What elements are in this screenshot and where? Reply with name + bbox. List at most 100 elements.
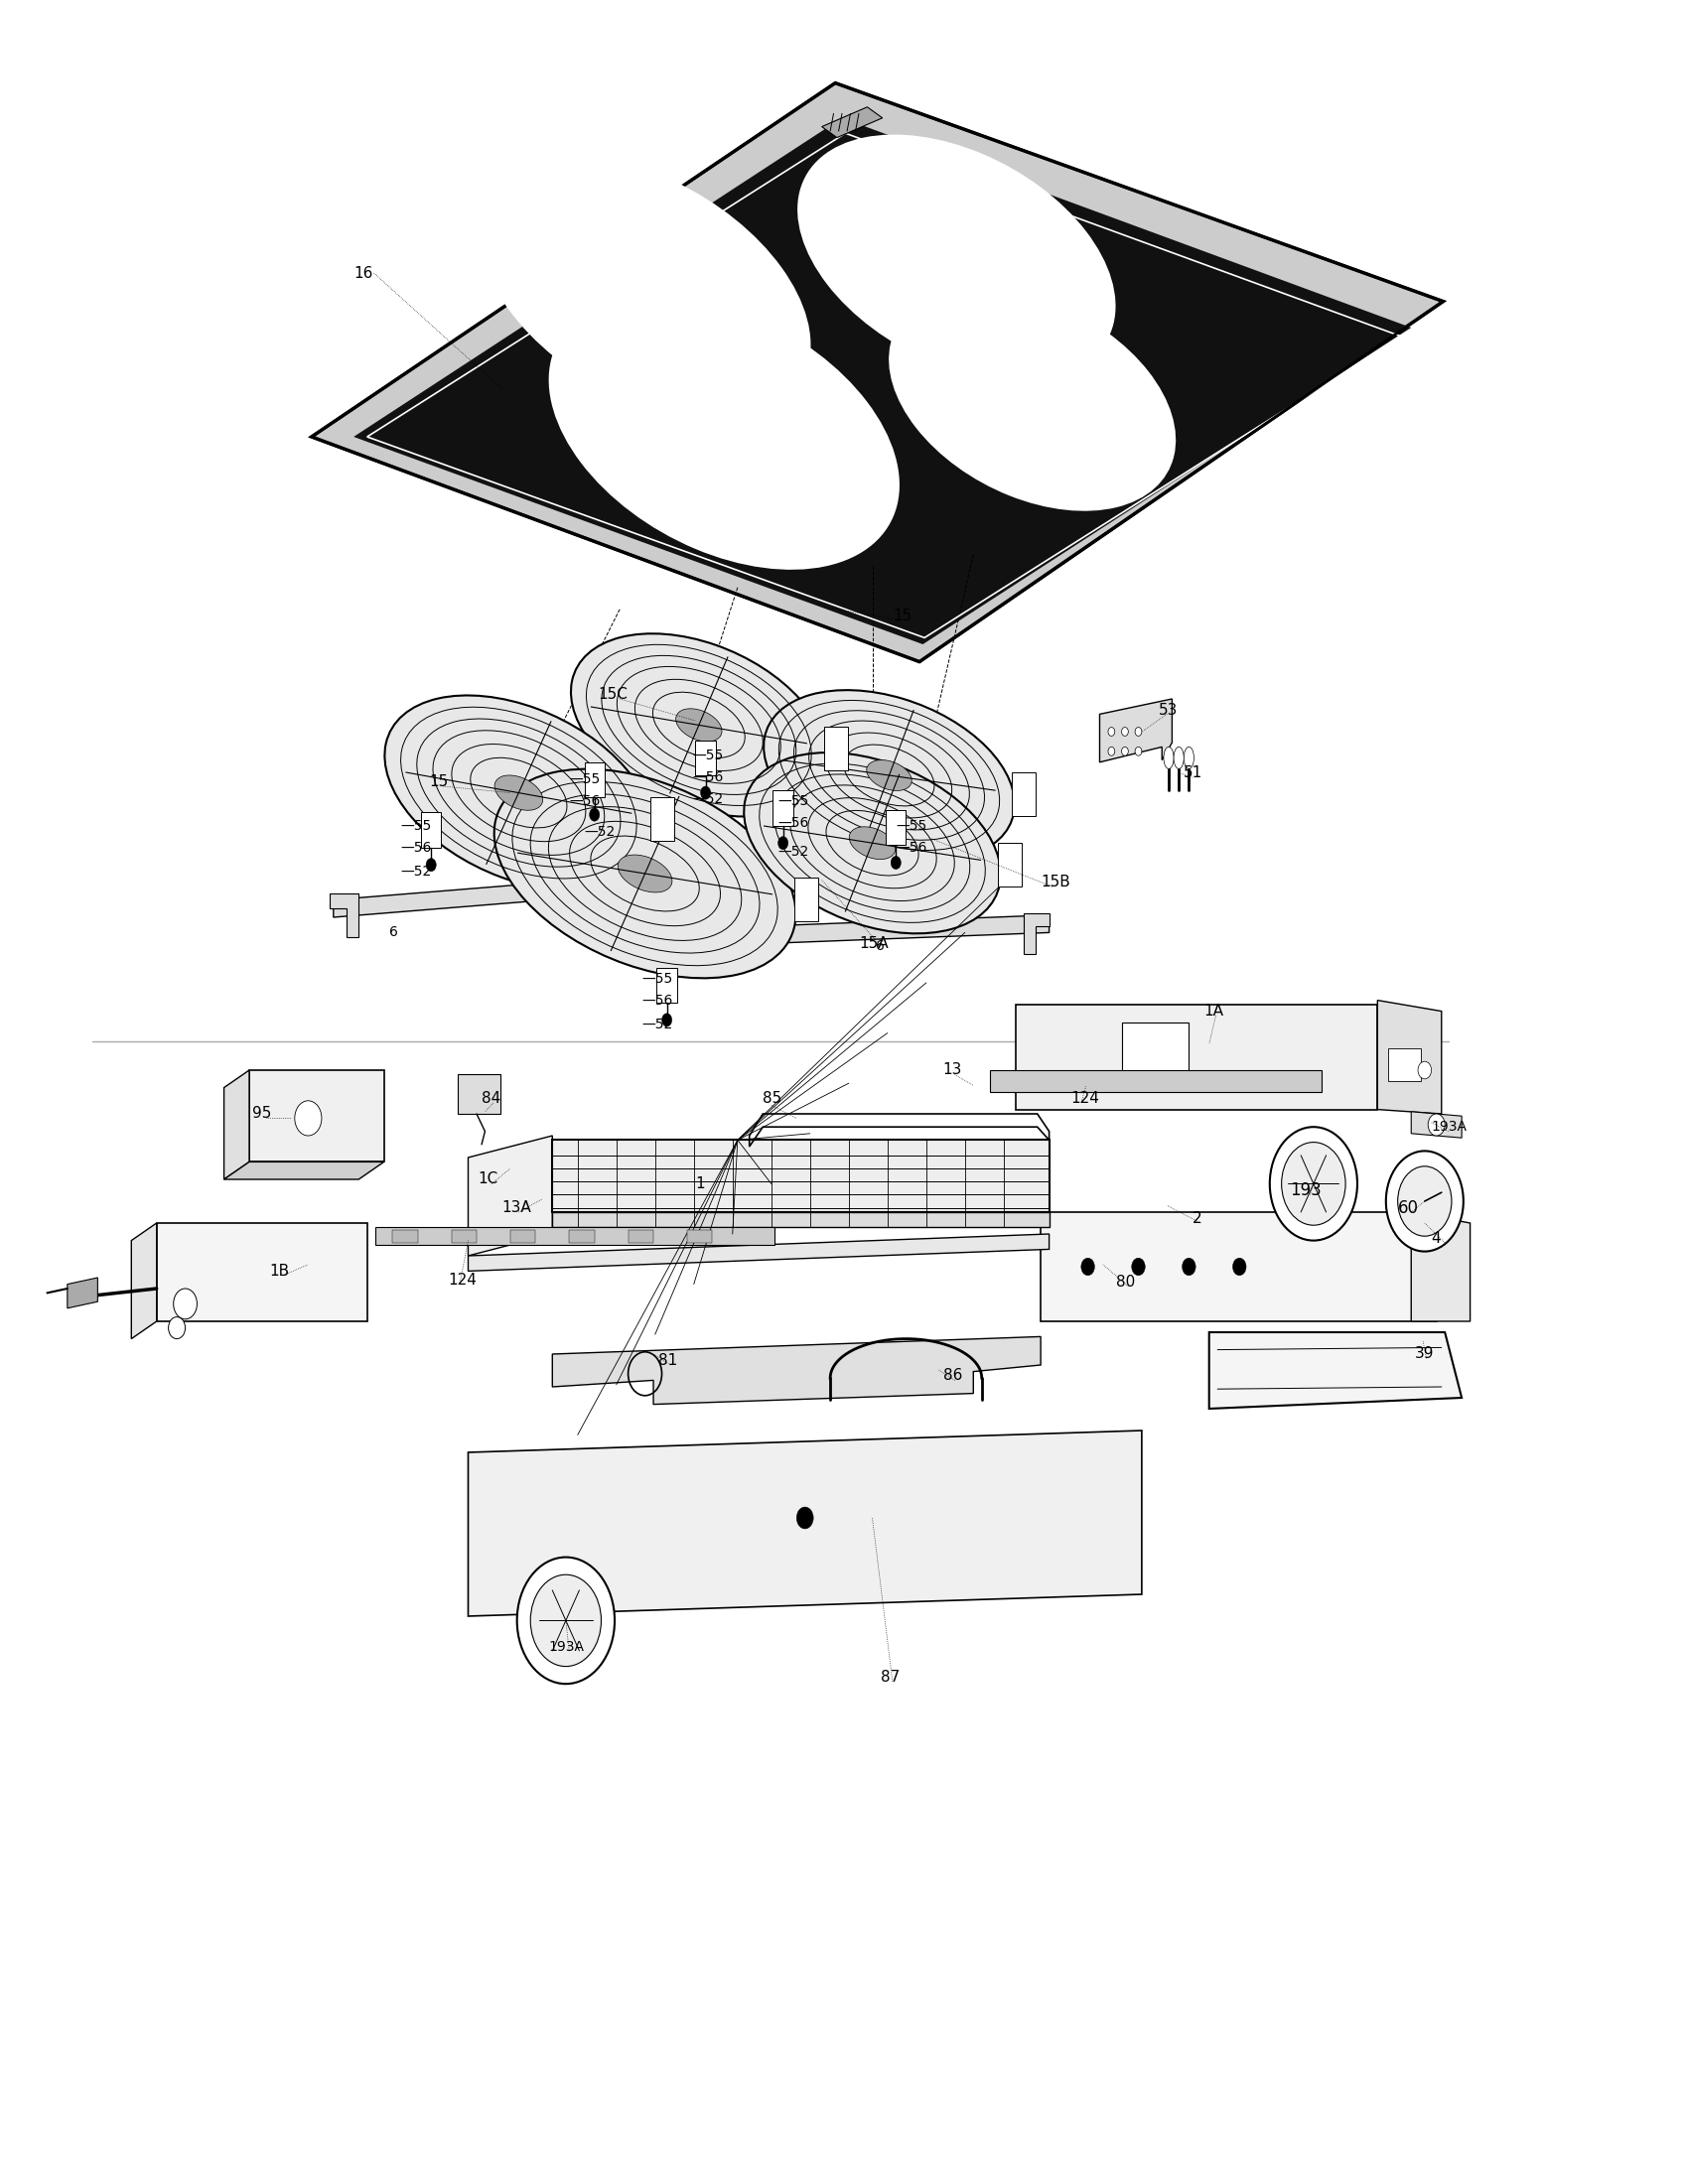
Text: —52: —52 xyxy=(401,865,431,878)
Polygon shape xyxy=(354,118,1411,644)
Polygon shape xyxy=(330,893,359,937)
Bar xyxy=(795,878,818,922)
Ellipse shape xyxy=(549,295,899,570)
Polygon shape xyxy=(552,1337,1041,1404)
Text: 2: 2 xyxy=(1192,1212,1202,1225)
Polygon shape xyxy=(468,1136,552,1256)
Circle shape xyxy=(701,786,711,799)
Bar xyxy=(823,727,847,771)
Bar xyxy=(628,1230,653,1243)
Text: 15A: 15A xyxy=(859,937,887,950)
Text: 15: 15 xyxy=(429,775,448,788)
Text: —56: —56 xyxy=(642,994,672,1007)
Circle shape xyxy=(517,1557,615,1684)
Bar xyxy=(451,1230,477,1243)
Bar xyxy=(584,762,605,797)
Polygon shape xyxy=(552,1140,1049,1212)
Polygon shape xyxy=(224,1070,249,1179)
Text: —55: —55 xyxy=(401,819,431,832)
Ellipse shape xyxy=(798,135,1115,380)
Circle shape xyxy=(778,836,788,850)
Polygon shape xyxy=(67,1278,98,1308)
Bar xyxy=(1388,1048,1421,1081)
Polygon shape xyxy=(1378,1000,1442,1114)
Text: —56: —56 xyxy=(778,817,808,830)
Ellipse shape xyxy=(1174,747,1184,769)
Polygon shape xyxy=(224,1162,384,1179)
Bar xyxy=(392,1230,418,1243)
Text: 60: 60 xyxy=(1398,1199,1418,1216)
Ellipse shape xyxy=(480,157,810,419)
Text: 6: 6 xyxy=(876,939,884,952)
Bar xyxy=(773,791,793,826)
Circle shape xyxy=(589,808,600,821)
Polygon shape xyxy=(333,869,711,917)
Circle shape xyxy=(1270,1127,1357,1241)
Text: 86: 86 xyxy=(943,1369,962,1382)
Polygon shape xyxy=(468,1431,1142,1616)
Ellipse shape xyxy=(493,769,797,978)
Polygon shape xyxy=(1411,1212,1470,1321)
Text: 193A: 193A xyxy=(1431,1120,1467,1133)
Bar xyxy=(1012,773,1036,817)
Text: 13A: 13A xyxy=(502,1201,532,1214)
Text: —56: —56 xyxy=(692,771,722,784)
Ellipse shape xyxy=(744,753,1000,933)
Text: —55: —55 xyxy=(569,773,600,786)
Polygon shape xyxy=(1015,1005,1378,1109)
Text: —56: —56 xyxy=(401,841,431,854)
Bar xyxy=(687,1230,712,1243)
Ellipse shape xyxy=(618,854,672,893)
Bar xyxy=(1122,1022,1189,1075)
Text: 85: 85 xyxy=(763,1092,781,1105)
Circle shape xyxy=(1132,1258,1145,1275)
Circle shape xyxy=(1135,727,1142,736)
Bar xyxy=(510,1230,536,1243)
Polygon shape xyxy=(312,83,1443,662)
Text: 1: 1 xyxy=(695,1177,706,1190)
Text: 124: 124 xyxy=(448,1273,477,1286)
Polygon shape xyxy=(552,1212,1049,1227)
Bar xyxy=(376,1227,775,1245)
Circle shape xyxy=(1108,727,1115,736)
Bar xyxy=(886,810,906,845)
Text: 80: 80 xyxy=(1116,1275,1135,1289)
Bar xyxy=(421,812,441,847)
Circle shape xyxy=(1182,1258,1196,1275)
Text: 193A: 193A xyxy=(549,1640,584,1653)
Text: 16: 16 xyxy=(354,266,372,280)
Text: —55: —55 xyxy=(692,749,722,762)
Text: 84: 84 xyxy=(482,1092,500,1105)
Text: —55: —55 xyxy=(896,819,926,832)
Bar xyxy=(657,968,677,1002)
Text: —56: —56 xyxy=(569,795,600,808)
Polygon shape xyxy=(822,107,882,138)
Circle shape xyxy=(168,1317,185,1339)
Text: —52: —52 xyxy=(778,845,808,858)
Text: 15: 15 xyxy=(893,609,911,622)
Circle shape xyxy=(891,856,901,869)
Polygon shape xyxy=(1209,1332,1462,1409)
Ellipse shape xyxy=(384,695,653,891)
Polygon shape xyxy=(1100,699,1172,762)
Circle shape xyxy=(1135,747,1142,756)
Circle shape xyxy=(1122,727,1128,736)
Circle shape xyxy=(1081,1258,1095,1275)
Text: 95: 95 xyxy=(253,1107,271,1120)
Polygon shape xyxy=(157,1223,367,1321)
Circle shape xyxy=(1233,1258,1246,1275)
Circle shape xyxy=(1386,1151,1463,1251)
Polygon shape xyxy=(468,1234,1049,1271)
Text: 81: 81 xyxy=(658,1354,677,1367)
Polygon shape xyxy=(711,915,1049,946)
Bar xyxy=(458,1075,500,1114)
Text: —52: —52 xyxy=(692,793,722,806)
Polygon shape xyxy=(1411,1112,1462,1138)
Bar xyxy=(990,1070,1322,1092)
Circle shape xyxy=(1122,747,1128,756)
Circle shape xyxy=(797,1507,813,1529)
Ellipse shape xyxy=(849,828,896,858)
Ellipse shape xyxy=(1164,747,1174,769)
Text: 87: 87 xyxy=(881,1671,899,1684)
Text: —55: —55 xyxy=(778,795,808,808)
